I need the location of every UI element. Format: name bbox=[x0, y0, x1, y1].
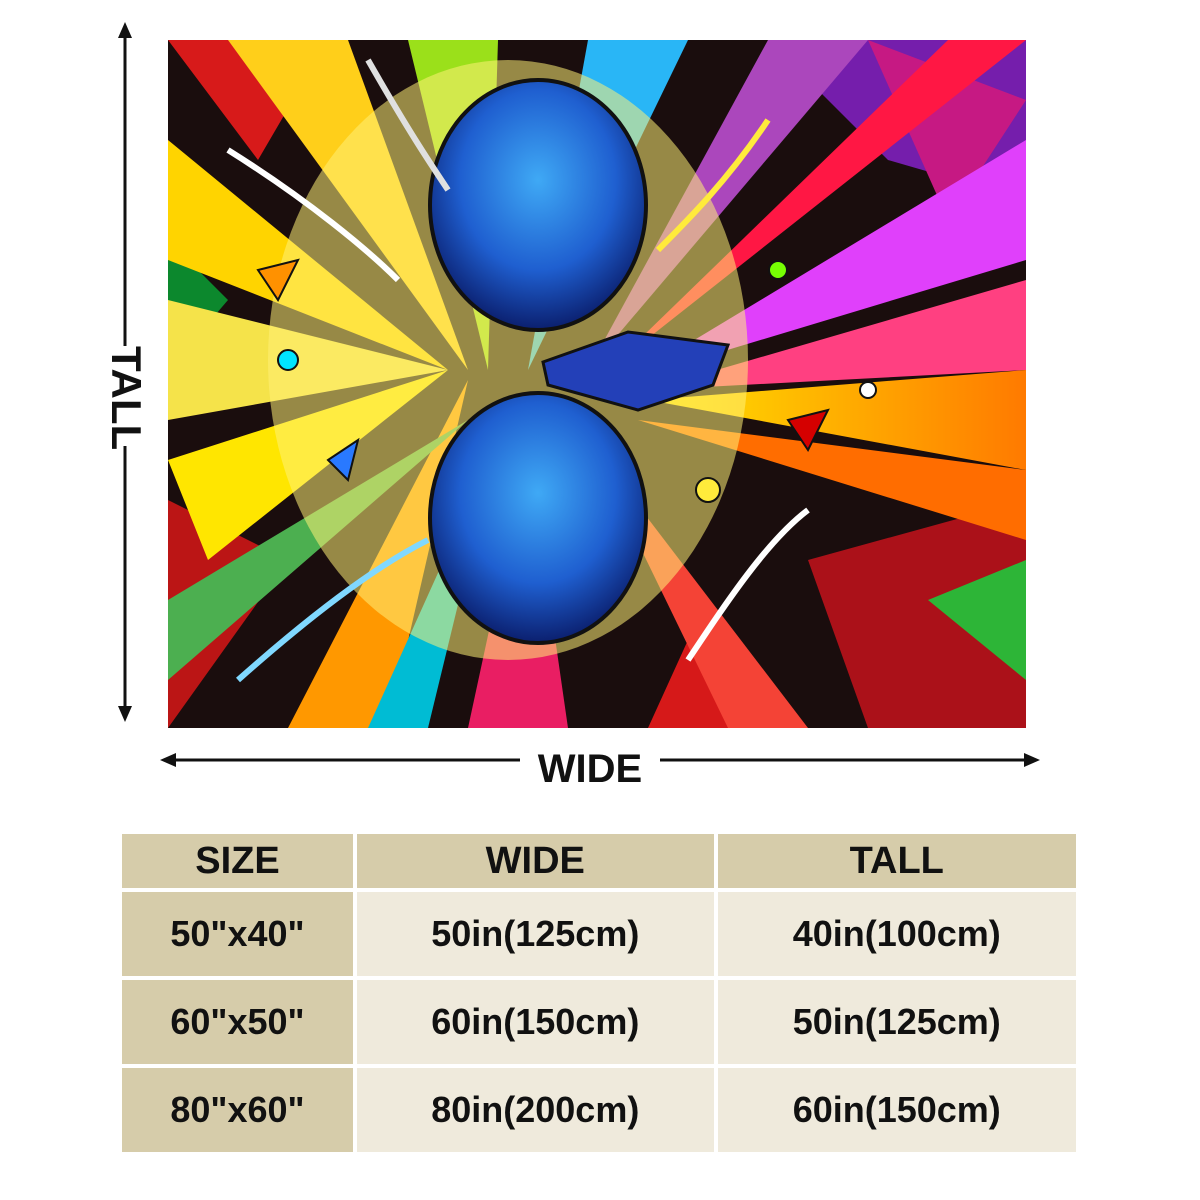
header-size: SIZE bbox=[122, 834, 354, 888]
table-row: 60"x50" 60in(150cm) 50in(125cm) bbox=[122, 980, 1076, 1064]
table-header-row: SIZE WIDE TALL bbox=[122, 834, 1076, 888]
size-cell: 60"x50" bbox=[122, 980, 354, 1064]
size-cell: 80"x60" bbox=[122, 1068, 354, 1152]
table-row: 80"x60" 80in(200cm) 60in(150cm) bbox=[122, 1068, 1076, 1152]
header-tall: TALL bbox=[717, 834, 1076, 888]
tall-label: TALL bbox=[103, 346, 150, 451]
wide-cell: 50in(125cm) bbox=[357, 892, 714, 976]
blanket-artwork-image bbox=[168, 40, 1026, 728]
tall-cell: 50in(125cm) bbox=[717, 980, 1076, 1064]
tall-cell: 60in(150cm) bbox=[717, 1068, 1076, 1152]
wide-label: WIDE bbox=[520, 746, 660, 792]
wide-cell: 80in(200cm) bbox=[357, 1068, 714, 1152]
tall-cell: 40in(100cm) bbox=[717, 892, 1076, 976]
header-wide: WIDE bbox=[357, 834, 714, 888]
table-row: 50"x40" 50in(125cm) 40in(100cm) bbox=[122, 892, 1076, 976]
size-table: SIZE WIDE TALL 50"x40" 50in(125cm) 40in(… bbox=[118, 830, 1080, 1156]
wide-cell: 60in(150cm) bbox=[357, 980, 714, 1064]
size-cell: 50"x40" bbox=[122, 892, 354, 976]
